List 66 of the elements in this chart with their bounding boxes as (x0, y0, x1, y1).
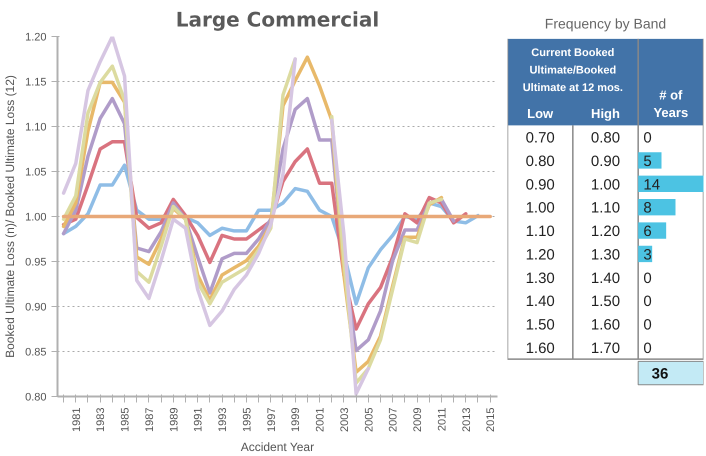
x-tick-label: 2013 (460, 407, 473, 432)
text: 0.80 (590, 130, 620, 147)
text: 1.50 (590, 293, 620, 310)
x-tick-label: 2011 (436, 408, 448, 432)
x-tick-label: 1991 (192, 407, 205, 432)
category-label: 0.80 (526, 152, 555, 170)
text: Low (527, 106, 554, 122)
text: High (591, 106, 620, 122)
x-tick-label: 1983 (95, 407, 108, 432)
chart-title: Large Commercial (176, 8, 380, 32)
y-tick-label: 1.20 (25, 32, 47, 44)
text: 1.10 (590, 200, 620, 217)
y-tick-label: 0.95 (25, 256, 47, 268)
y-tick-label: 0.80 (25, 392, 47, 404)
text: 1.40 (590, 270, 620, 287)
y-tick-label: 1.15 (25, 76, 47, 88)
x-tick-label: 1997 (266, 407, 278, 432)
category-label: 1.40 (526, 293, 555, 310)
data-label: 0 (643, 130, 652, 147)
data-label: 3 (643, 246, 652, 264)
data-label: 0 (643, 270, 652, 287)
category-label: 1.10 (526, 223, 555, 240)
data-label: 8 (643, 200, 652, 217)
data-label: 0 (643, 340, 652, 357)
x-tick-label: 2009 (412, 407, 424, 432)
category-label: 0.90 (526, 176, 555, 194)
text: 1.70 (590, 340, 620, 357)
data-label: 0 (643, 316, 652, 334)
x-tick-label: 2015 (485, 407, 498, 432)
category-label: 1.30 (526, 270, 555, 287)
x-tick-label: 1999 (290, 407, 302, 432)
text: 0.90 (590, 152, 620, 170)
text: 36 (652, 366, 668, 383)
x-tick-label: 1995 (241, 407, 254, 432)
x-tick-label: 2001 (314, 407, 327, 432)
x-tick-label: 1987 (144, 407, 156, 432)
x-tick-label: 1989 (168, 407, 180, 432)
category-label: 1.20 (526, 246, 555, 264)
x-tick-label: 1985 (120, 407, 132, 432)
category-label: 1.60 (526, 340, 555, 357)
y-axis-title: Booked Ultimate Loss (n)/ Booked Ultimate Loss (12) (3, 75, 18, 358)
x-tick-label: 1993 (217, 407, 230, 432)
category-label: 0.70 (526, 130, 555, 147)
y-tick-label: 1.00 (25, 212, 47, 224)
data-label: 14 (643, 176, 660, 194)
x-tick-label: 1981 (70, 407, 83, 432)
chart-title: Frequency by Band (544, 16, 666, 32)
text: 1.30 (590, 246, 620, 264)
x-tick-label: 2007 (388, 407, 400, 432)
data-label: 5 (643, 152, 652, 170)
y-tick-label: 0.90 (25, 302, 47, 314)
y-tick-label: 1.05 (25, 166, 47, 178)
text: 1.20 (590, 223, 620, 240)
text: # of Years (653, 87, 688, 120)
category-label: 1.50 (526, 316, 555, 334)
text: 1.60 (590, 316, 620, 334)
x-tick-label: 2005 (363, 407, 376, 432)
data-label: 6 (643, 223, 652, 240)
y-tick-label: 0.85 (25, 346, 47, 358)
x-tick-label: 2003 (338, 407, 351, 432)
x-axis-title: Accident Year (240, 440, 314, 454)
text: 1.00 (590, 176, 620, 194)
text: Current Booked Ultimate/Booked Ultimate at 12 mos. (522, 46, 623, 94)
data-label: 0 (643, 293, 652, 310)
category-label: 1.00 (526, 200, 555, 217)
y-tick-label: 1.10 (25, 122, 47, 134)
